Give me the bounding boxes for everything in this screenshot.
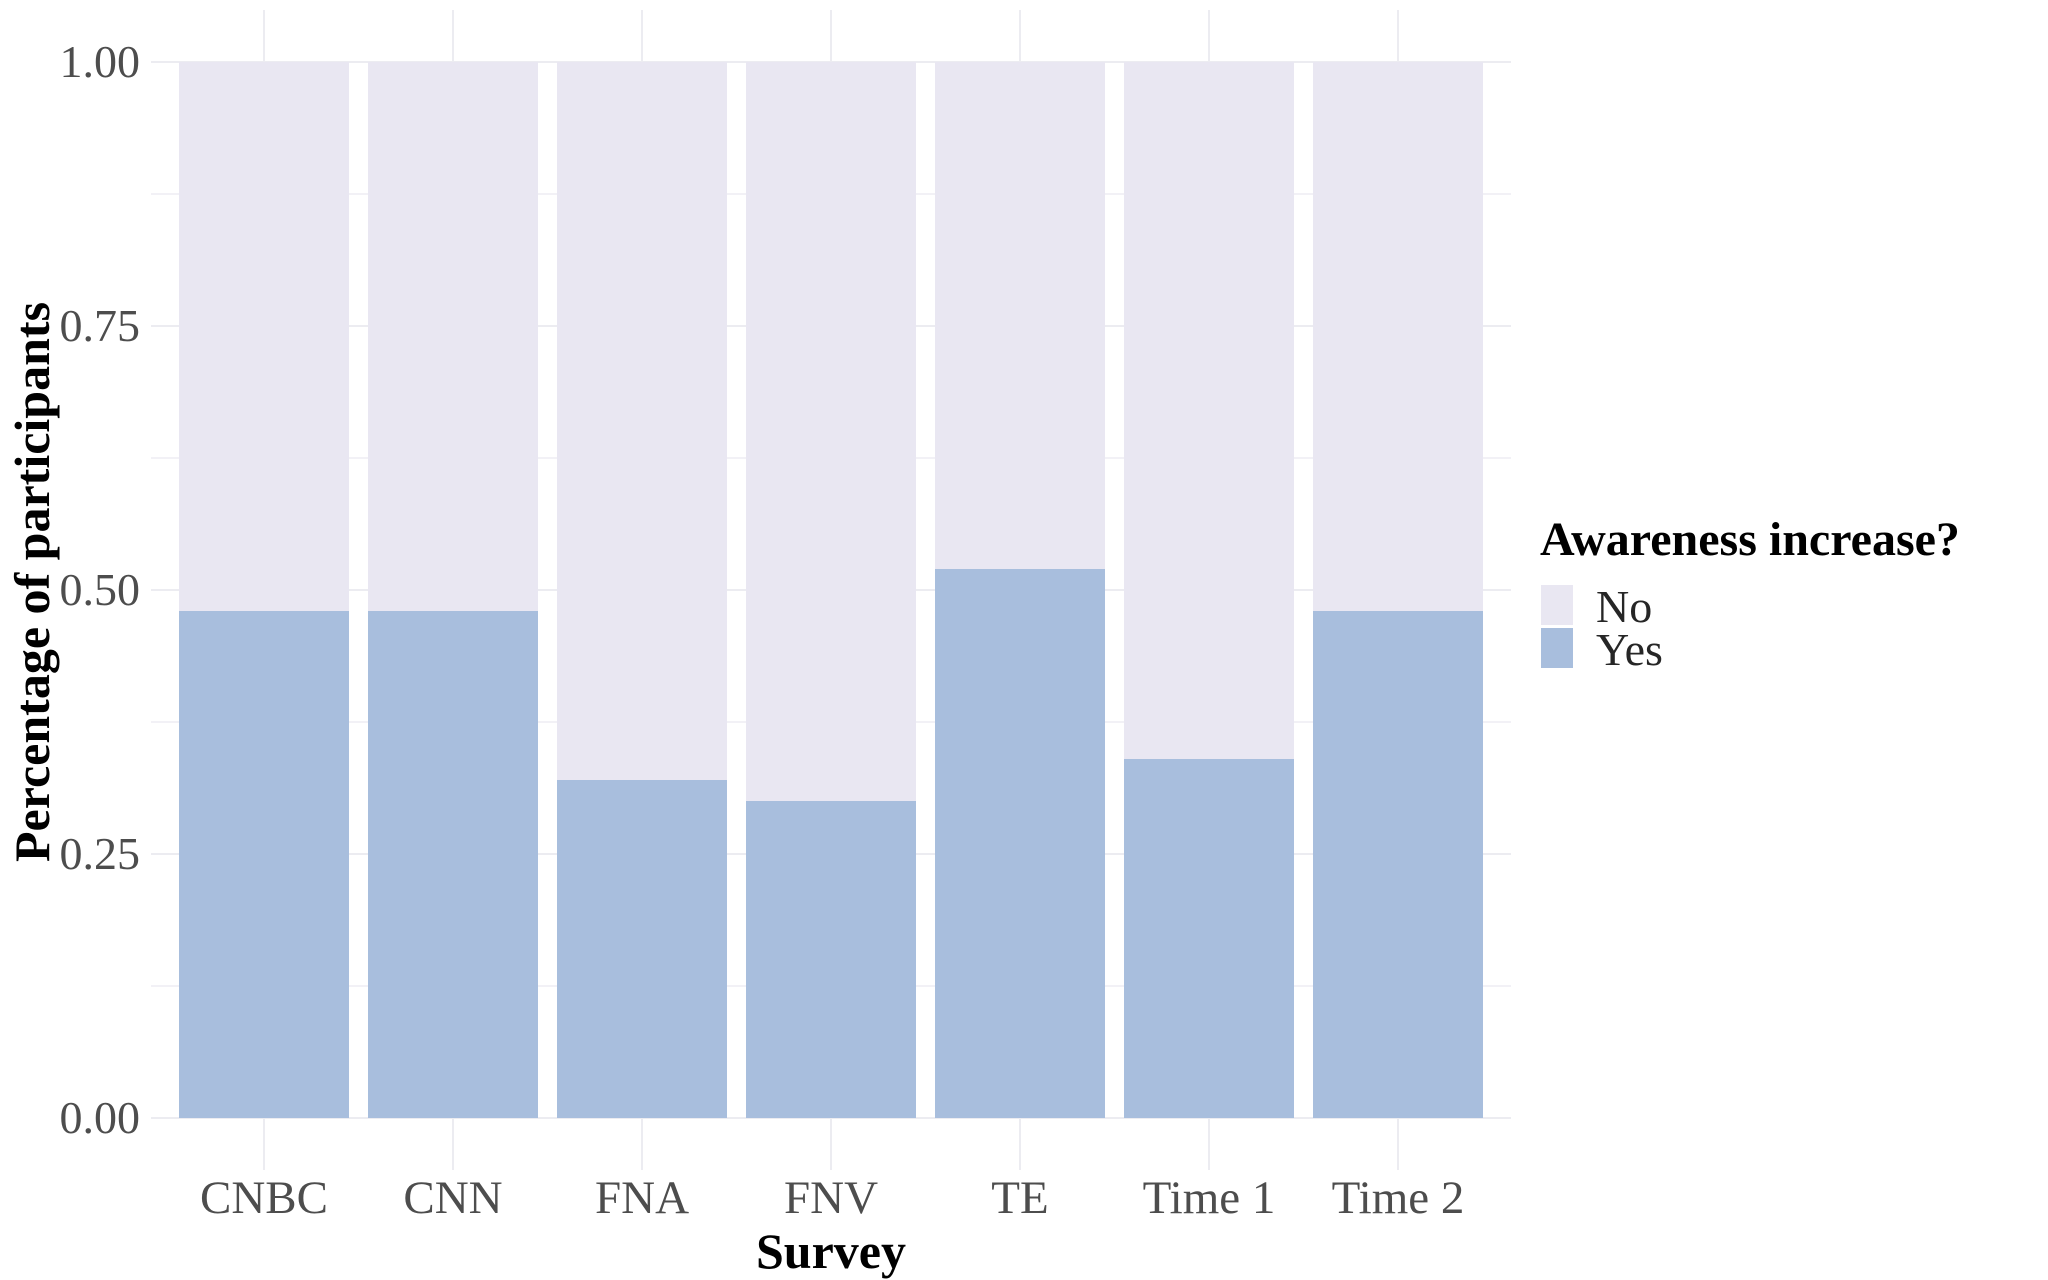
y-tick-label: 0.25 <box>59 828 141 879</box>
x-axis-title: Survey <box>756 1223 906 1279</box>
x-tick-label-time-1: Time 1 <box>1142 1172 1276 1224</box>
y-tick-label: 0.75 <box>59 300 141 351</box>
bar-segment-yes-time-2 <box>1313 611 1483 1118</box>
x-tick-label-cnbc: CNBC <box>200 1172 328 1224</box>
bar-segment-no-te <box>935 62 1105 569</box>
legend-label-yes: Yes <box>1596 624 1663 675</box>
bar-segment-no-fna <box>557 62 727 781</box>
legend-swatch-no <box>1541 585 1573 625</box>
x-tick-label-fnv: FNV <box>783 1172 879 1224</box>
bar-segment-yes-fna <box>557 780 727 1118</box>
x-tick-label-cnn: CNN <box>403 1172 503 1224</box>
y-tick-label: 1.00 <box>59 36 141 87</box>
bar-segment-yes-cnbc <box>179 611 349 1118</box>
bar-segment-yes-time-1 <box>1124 758 1294 1118</box>
x-tick-label-fna: FNA <box>594 1172 690 1224</box>
bar-segment-yes-te <box>935 568 1105 1118</box>
bar-segment-no-cnn <box>368 62 538 612</box>
x-tick-label-te: TE <box>991 1172 1049 1224</box>
legend-swatch-yes <box>1541 628 1573 668</box>
bar-segment-yes-fnv <box>746 801 916 1118</box>
y-tick-label: 0.50 <box>59 564 141 615</box>
y-tick-label: 0.00 <box>59 1092 141 1143</box>
bar-segment-yes-cnn <box>368 611 538 1118</box>
bar-segment-no-time-1 <box>1124 62 1294 759</box>
legend-title: Awareness increase? <box>1540 513 1960 566</box>
legend-label-no: No <box>1596 581 1653 632</box>
bar-segment-no-cnbc <box>179 62 349 612</box>
bar-segment-no-time-2 <box>1313 62 1483 612</box>
x-tick-label-time-2: Time 2 <box>1331 1172 1465 1224</box>
bar-segment-no-fnv <box>746 62 916 802</box>
plot-panel <box>151 10 1511 1170</box>
major-gridline <box>151 1117 1511 1119</box>
